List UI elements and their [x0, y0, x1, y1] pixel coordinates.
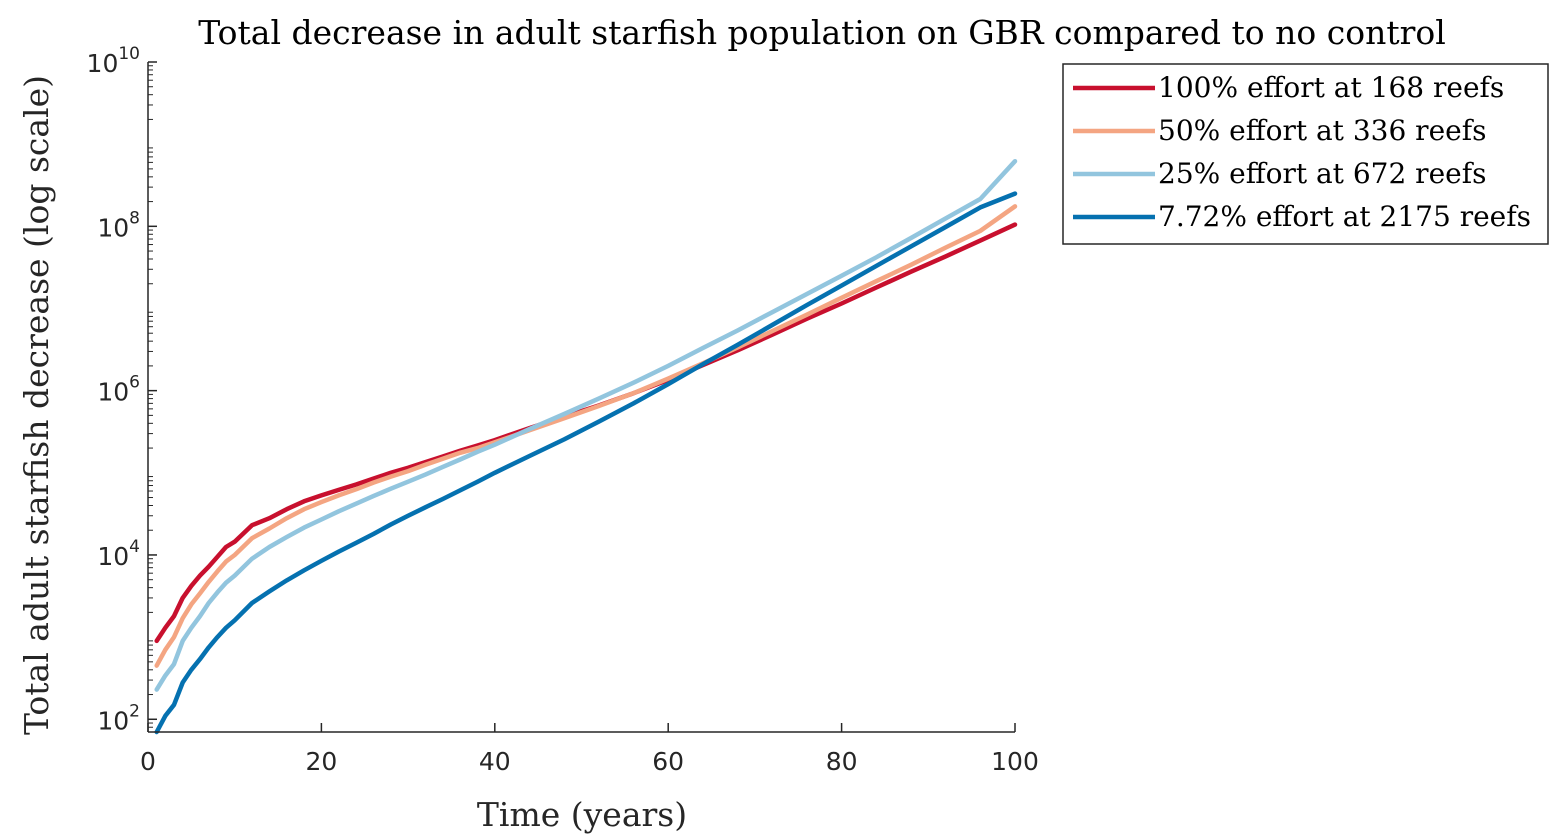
y-axis-label: Total adult starfish decrease (log scale… — [17, 75, 56, 735]
chart-title: Total decrease in adult starfish populat… — [198, 13, 1446, 52]
y-tick-label: 108 — [97, 208, 140, 242]
legend-box — [1062, 63, 1549, 245]
series-line-3 — [154, 158, 1018, 692]
legend-label-3: 25% effort at 672 reefs — [1158, 157, 1486, 190]
y-tick-label: 106 — [97, 373, 140, 407]
series-line-1 — [154, 222, 1018, 644]
legend: 100% effort at 168 reefs 50% effort at 33… — [1062, 63, 1549, 245]
legend-label-2: 50% effort at 336 reefs — [1158, 114, 1486, 147]
legend-label-1: 100% effort at 168 reefs — [1158, 71, 1504, 104]
y-tick-label: 1010 — [87, 44, 140, 78]
x-axis-label: Time (years) — [477, 795, 687, 834]
x-tick-label: 60 — [652, 747, 684, 776]
x-tick-label: 100 — [991, 747, 1039, 776]
y-tick-label: 102 — [97, 701, 140, 735]
plot-area: 0 20 40 60 80 100 102 104 106 108 1010 — [87, 44, 1039, 776]
series-line-2 — [154, 204, 1018, 668]
x-tick-label: 20 — [305, 747, 337, 776]
series-line-4 — [154, 191, 1018, 735]
series-group — [154, 158, 1018, 735]
x-tick-label: 80 — [826, 747, 858, 776]
x-tick-label: 40 — [479, 747, 511, 776]
legend-label-4: 7.72% effort at 2175 reefs — [1158, 200, 1531, 233]
y-tick-label: 104 — [97, 537, 140, 571]
axes-group: 0 20 40 60 80 100 102 104 106 108 1010 — [87, 44, 1039, 776]
x-tick-label: 0 — [140, 747, 156, 776]
